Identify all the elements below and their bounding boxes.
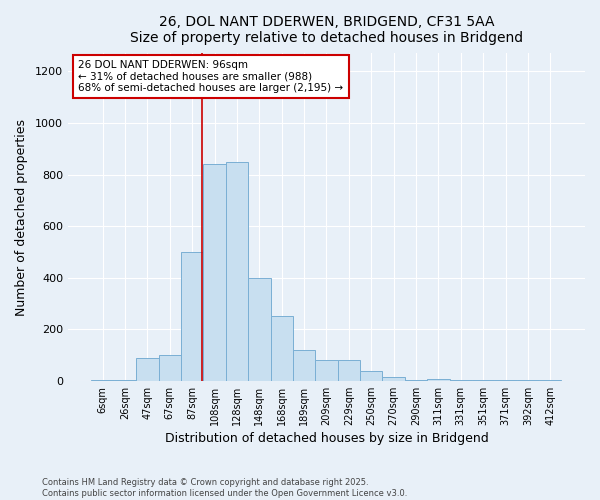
Bar	[114, 380, 136, 381]
Bar	[136, 358, 158, 381]
Bar	[427, 379, 449, 381]
Y-axis label: Number of detached properties: Number of detached properties	[15, 118, 28, 316]
Text: 26 DOL NANT DDERWEN: 96sqm
← 31% of detached houses are smaller (988)
68% of sem: 26 DOL NANT DDERWEN: 96sqm ← 31% of deta…	[78, 60, 343, 93]
Bar	[293, 350, 315, 381]
Bar	[226, 162, 248, 381]
Title: 26, DOL NANT DDERWEN, BRIDGEND, CF31 5AA
Size of property relative to detached h: 26, DOL NANT DDERWEN, BRIDGEND, CF31 5AA…	[130, 15, 523, 45]
Bar	[203, 164, 226, 381]
Bar	[382, 377, 405, 381]
Bar	[338, 360, 360, 381]
Bar	[472, 380, 494, 381]
Text: Contains HM Land Registry data © Crown copyright and database right 2025.
Contai: Contains HM Land Registry data © Crown c…	[42, 478, 407, 498]
Bar	[158, 355, 181, 381]
Bar	[181, 252, 203, 381]
Bar	[449, 380, 472, 381]
Bar	[405, 380, 427, 381]
Bar	[271, 316, 293, 381]
Bar	[91, 380, 114, 381]
Bar	[517, 380, 539, 381]
Bar	[248, 278, 271, 381]
X-axis label: Distribution of detached houses by size in Bridgend: Distribution of detached houses by size …	[164, 432, 488, 445]
Bar	[539, 380, 562, 381]
Bar	[315, 360, 338, 381]
Bar	[494, 380, 517, 381]
Bar	[360, 370, 382, 381]
